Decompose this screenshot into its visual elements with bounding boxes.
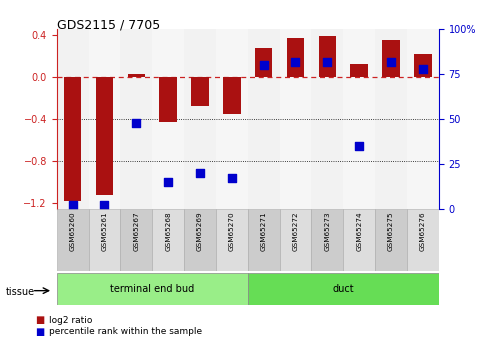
Bar [375,209,407,271]
Bar [247,29,280,209]
Text: ■: ■ [35,315,45,325]
Point [419,66,427,71]
Text: GSM65272: GSM65272 [292,212,298,252]
Point [387,59,395,65]
Bar [89,209,120,271]
Text: GSM65271: GSM65271 [261,212,267,252]
Bar [414,53,431,77]
Bar [407,29,439,209]
Text: GSM65267: GSM65267 [133,212,140,252]
Text: GSM65274: GSM65274 [356,212,362,252]
Bar [312,29,343,209]
Bar [382,40,400,77]
Bar [318,36,336,77]
Bar [57,209,89,271]
Bar [216,29,247,209]
Text: GSM65270: GSM65270 [229,212,235,252]
Text: log2 ratio: log2 ratio [49,316,93,325]
Point [228,176,236,181]
Text: percentile rank within the sample: percentile rank within the sample [49,327,203,336]
Bar [159,77,177,122]
Bar [184,29,216,209]
Point [291,59,299,65]
Text: GDS2115 / 7705: GDS2115 / 7705 [57,19,160,32]
Text: tissue: tissue [6,287,35,296]
Bar [191,77,209,106]
Text: terminal end bud: terminal end bud [110,284,194,294]
Bar [120,209,152,271]
Point [164,179,172,185]
Text: GSM65269: GSM65269 [197,212,203,252]
Bar [120,29,152,209]
Text: duct: duct [332,284,354,294]
Bar [343,209,375,271]
Bar [247,273,439,305]
Text: GSM65273: GSM65273 [324,212,330,252]
Point [101,203,108,208]
Bar [128,73,145,77]
Point [355,143,363,149]
Bar [312,209,343,271]
Point [260,62,268,68]
Bar [343,29,375,209]
Bar [57,273,247,305]
Bar [184,209,216,271]
Bar [223,77,241,114]
Bar [280,29,312,209]
Bar [375,29,407,209]
Point [323,59,331,65]
Point [69,203,76,208]
Text: GSM65261: GSM65261 [102,212,107,252]
Bar [351,64,368,77]
Text: GSM65268: GSM65268 [165,212,171,252]
Bar [89,29,120,209]
Point [196,170,204,176]
Bar [64,77,81,201]
Bar [152,209,184,271]
Bar [280,209,312,271]
Bar [287,38,304,77]
Bar [152,29,184,209]
Bar [96,77,113,195]
Bar [247,209,280,271]
Text: GSM65276: GSM65276 [420,212,426,252]
Point [132,120,140,125]
Bar [216,209,247,271]
Text: GSM65275: GSM65275 [388,212,394,252]
Text: GSM65260: GSM65260 [70,212,75,252]
Bar [407,209,439,271]
Bar [255,48,273,77]
Bar [57,29,89,209]
Text: ■: ■ [35,327,45,337]
